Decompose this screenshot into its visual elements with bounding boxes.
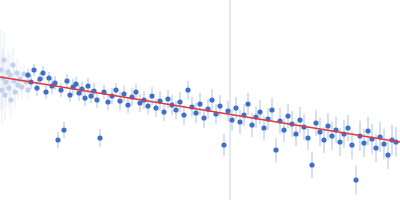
data-point xyxy=(0,87,5,92)
data-point xyxy=(317,129,322,134)
data-point xyxy=(325,123,330,128)
data-point xyxy=(349,142,354,147)
data-point xyxy=(43,89,48,94)
data-point xyxy=(297,117,302,122)
data-point xyxy=(257,109,262,114)
data-point xyxy=(10,62,15,67)
data-point xyxy=(145,103,150,108)
data-point xyxy=(181,112,186,117)
data-point xyxy=(14,70,19,75)
data-point xyxy=(34,85,39,90)
data-point xyxy=(185,87,190,92)
data-point xyxy=(82,95,87,100)
data-point xyxy=(365,128,370,133)
data-point xyxy=(305,135,310,140)
data-point xyxy=(58,87,63,92)
data-point xyxy=(133,89,138,94)
data-point xyxy=(193,110,198,115)
data-point xyxy=(197,101,202,106)
data-point xyxy=(217,103,222,108)
data-point xyxy=(2,92,7,97)
data-point xyxy=(281,127,286,132)
data-point xyxy=(245,101,250,106)
data-point xyxy=(225,108,230,113)
data-point xyxy=(85,83,90,88)
data-point xyxy=(337,139,342,144)
data-point xyxy=(1,57,6,62)
data-point xyxy=(25,87,30,92)
data-point xyxy=(105,99,110,104)
data-point xyxy=(46,75,51,80)
data-point xyxy=(285,113,290,118)
data-point xyxy=(25,72,30,77)
data-point xyxy=(173,107,178,112)
data-point xyxy=(8,97,13,102)
data-point xyxy=(329,133,334,138)
data-point xyxy=(3,79,8,84)
data-point xyxy=(97,135,102,140)
data-point xyxy=(55,137,60,142)
data-point xyxy=(6,85,11,90)
data-point xyxy=(73,81,78,86)
data-point xyxy=(40,70,45,75)
data-point xyxy=(125,102,130,107)
data-point xyxy=(313,120,318,125)
data-point xyxy=(61,127,66,132)
data-point xyxy=(12,89,17,94)
data-point xyxy=(113,87,118,92)
data-point xyxy=(261,125,266,130)
data-point xyxy=(385,152,390,157)
data-point xyxy=(19,84,24,89)
data-point xyxy=(269,107,274,112)
reference-line xyxy=(230,0,231,200)
data-point xyxy=(121,91,126,96)
data-point xyxy=(233,105,238,110)
data-point xyxy=(31,67,36,72)
plot-area xyxy=(0,0,400,200)
data-point xyxy=(7,72,12,77)
data-point xyxy=(117,98,122,103)
chart xyxy=(0,0,400,200)
data-point xyxy=(237,119,242,124)
data-point xyxy=(165,96,170,101)
data-point xyxy=(177,99,182,104)
data-point xyxy=(309,162,314,167)
data-point xyxy=(345,125,350,130)
data-point xyxy=(88,93,93,98)
data-point xyxy=(37,76,42,81)
data-point xyxy=(52,80,57,85)
data-point xyxy=(161,109,166,114)
data-point xyxy=(221,142,226,147)
data-point xyxy=(0,67,4,72)
data-point xyxy=(273,147,278,152)
data-point xyxy=(201,115,206,120)
data-point xyxy=(361,140,366,145)
data-point xyxy=(153,105,158,110)
data-point xyxy=(229,117,234,122)
data-point xyxy=(373,145,378,150)
data-point xyxy=(64,78,69,83)
data-point xyxy=(249,122,254,127)
data-point xyxy=(94,97,99,102)
data-point xyxy=(149,93,154,98)
data-point xyxy=(209,97,214,102)
data-point xyxy=(293,131,298,136)
data-point xyxy=(321,137,326,142)
data-point xyxy=(381,141,386,146)
fit-line xyxy=(0,77,400,142)
data-point xyxy=(67,92,72,97)
data-point xyxy=(353,177,358,182)
